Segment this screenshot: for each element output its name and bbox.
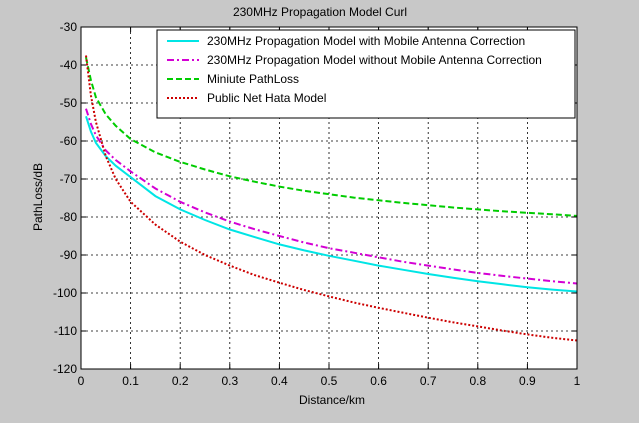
y-tick-label: -60 (60, 134, 78, 148)
x-axis-ticks: 0 0.1 0.2 0.3 0.4 0.5 0.6 0.7 0.8 0.9 1 (78, 27, 581, 388)
series-line-4 (85, 55, 578, 342)
y-tick-label: -100 (53, 286, 77, 300)
y-tick-label: -90 (60, 248, 78, 262)
y-tick-label: -120 (53, 362, 77, 376)
legend-label-1: 230MHz Propagation Model with Mobile Ant… (207, 34, 525, 48)
x-tick-label: 0.4 (271, 374, 288, 388)
y-tick-label: -110 (54, 324, 77, 338)
series-lines (85, 55, 578, 342)
series-line-1 (85, 115, 578, 293)
series-line-2 (85, 108, 578, 285)
y-tick-label: -50 (60, 96, 78, 110)
legend-box (156, 29, 576, 119)
y-tick-label: -80 (60, 210, 78, 224)
x-tick-label: 0 (78, 374, 85, 388)
x-tick-label: 0.9 (519, 374, 536, 388)
x-axis-label: Distance/km (299, 393, 365, 407)
legend-label-2: 230MHz Propagation Model without Mobile … (207, 53, 542, 67)
x-tick-label: 0.5 (321, 374, 338, 388)
chart-title: 230MHz Propagation Model Curl (233, 5, 407, 19)
y-tick-label: -30 (60, 20, 78, 34)
x-tick-label: 0.3 (221, 374, 238, 388)
legend: 230MHz Propagation Model with Mobile Ant… (156, 29, 576, 119)
legend-label-4: Public Net Hata Model (207, 91, 326, 105)
y-axis-label: PathLoss/dB (31, 163, 45, 231)
x-tick-label: 0.8 (469, 374, 486, 388)
x-tick-label: 0.2 (172, 374, 189, 388)
series-line-3 (85, 57, 578, 217)
x-tick-label: 0.1 (122, 374, 139, 388)
y-axis-ticks: -120 -110 -100 -90 -80 -70 -60 -50 -40 -30 (53, 20, 577, 376)
legend-label-3: Miniute PathLoss (207, 72, 299, 86)
x-tick-label: 0.7 (420, 374, 437, 388)
x-tick-label: 1 (574, 374, 581, 388)
x-tick-label: 0.6 (370, 374, 387, 388)
y-tick-label: -70 (60, 172, 78, 186)
y-tick-label: -40 (60, 58, 78, 72)
